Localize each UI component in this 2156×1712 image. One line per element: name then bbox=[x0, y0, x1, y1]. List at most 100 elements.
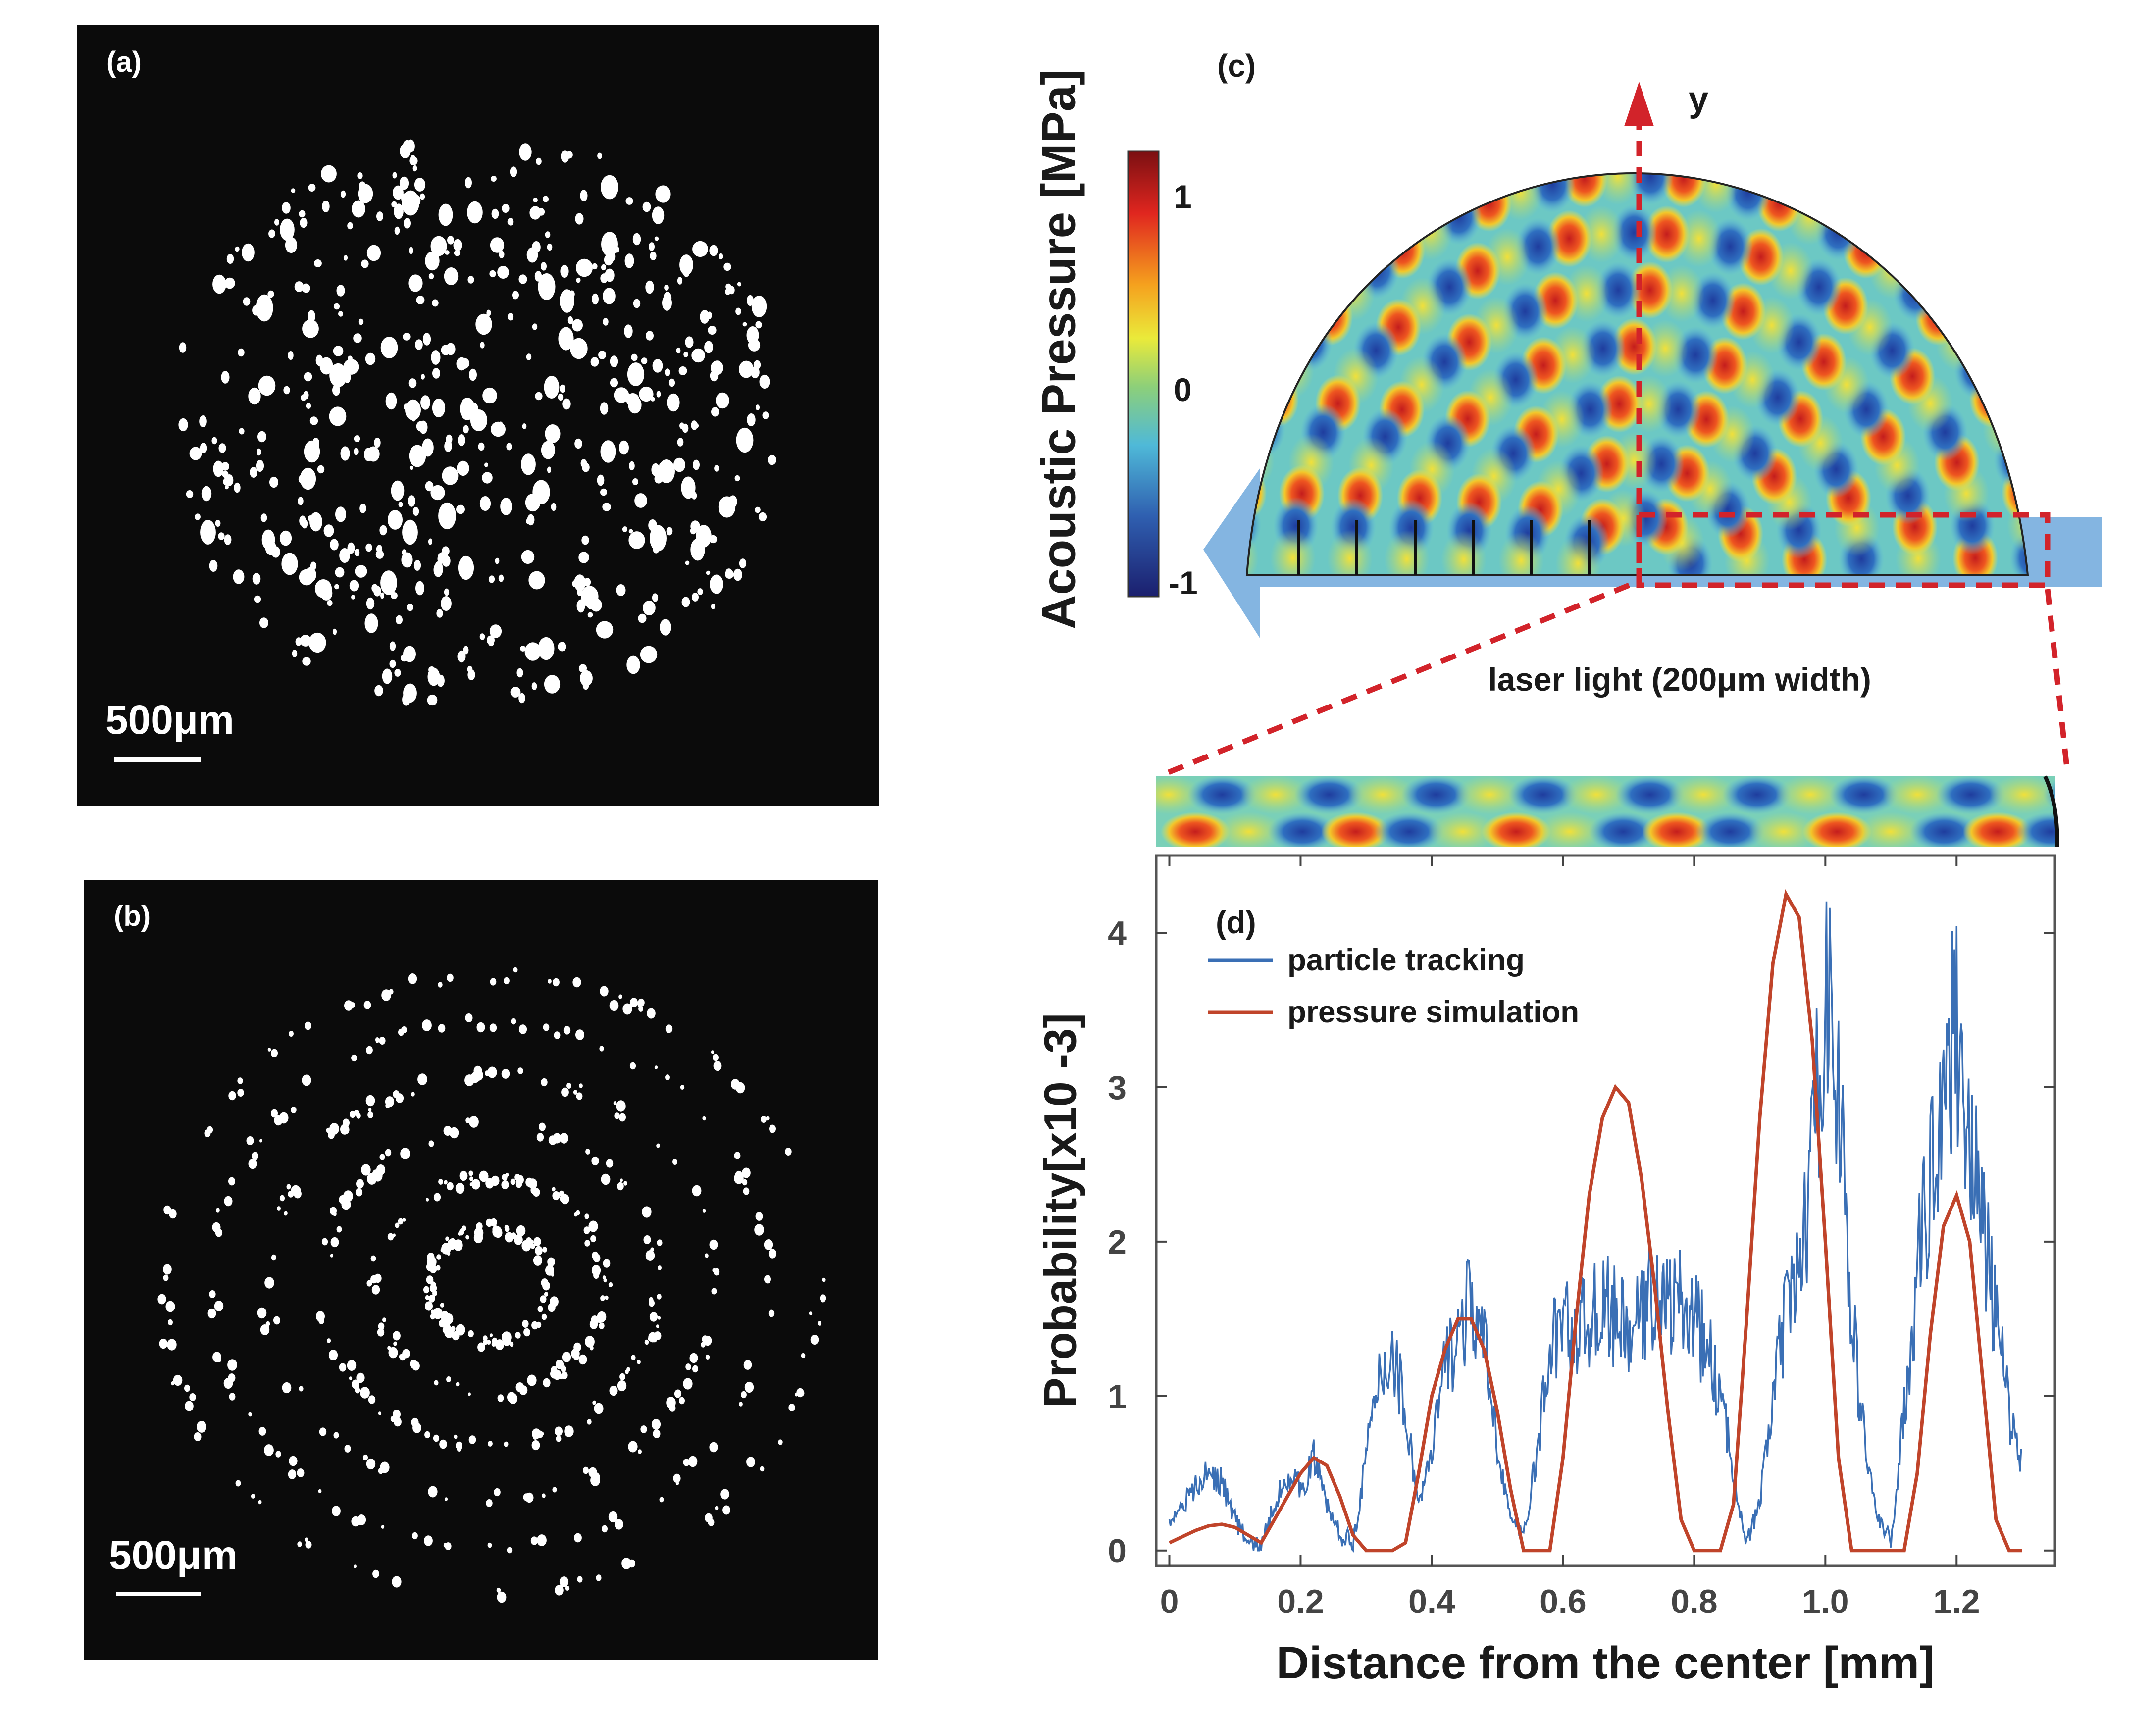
particle bbox=[706, 570, 711, 575]
particle bbox=[309, 416, 318, 425]
particle bbox=[574, 438, 582, 449]
colorbar-tick-neg1: -1 bbox=[1169, 564, 1198, 601]
particle bbox=[621, 1558, 631, 1569]
particle bbox=[542, 1493, 546, 1498]
particle bbox=[512, 291, 519, 300]
particle bbox=[543, 1023, 550, 1031]
x-tick-label: 0.8 bbox=[1671, 1583, 1718, 1620]
y-tick-label: 0 bbox=[1108, 1532, 1127, 1570]
particle bbox=[578, 664, 587, 673]
particle bbox=[490, 237, 505, 253]
particle bbox=[580, 459, 587, 468]
particle bbox=[679, 254, 693, 275]
particle bbox=[419, 420, 428, 434]
particle bbox=[716, 392, 729, 409]
particle bbox=[559, 1576, 569, 1587]
particle bbox=[288, 1191, 294, 1198]
particle bbox=[365, 543, 372, 552]
particle bbox=[683, 1378, 693, 1390]
particle bbox=[603, 288, 616, 304]
particle bbox=[609, 1000, 619, 1011]
particle bbox=[677, 277, 683, 285]
particle bbox=[354, 1564, 357, 1568]
particle bbox=[541, 1313, 547, 1320]
particle bbox=[273, 1316, 280, 1325]
particle bbox=[600, 440, 616, 463]
particle bbox=[577, 1576, 583, 1583]
particle bbox=[308, 310, 315, 323]
particle bbox=[329, 363, 347, 388]
particle bbox=[502, 1332, 510, 1342]
particle bbox=[743, 1360, 752, 1370]
particle bbox=[465, 1013, 473, 1022]
particle bbox=[581, 535, 589, 545]
particle bbox=[392, 1576, 402, 1588]
particle bbox=[527, 1238, 531, 1242]
particle bbox=[544, 1292, 549, 1297]
particle bbox=[600, 1295, 605, 1301]
particle bbox=[710, 574, 723, 594]
particle bbox=[458, 555, 474, 580]
particle bbox=[494, 1176, 499, 1182]
particle bbox=[298, 474, 307, 484]
particle bbox=[683, 269, 690, 277]
particle bbox=[440, 1303, 445, 1308]
particle bbox=[575, 1029, 584, 1040]
particle bbox=[332, 1506, 341, 1516]
particle bbox=[663, 292, 672, 304]
particle bbox=[354, 435, 360, 442]
particle bbox=[654, 474, 663, 484]
particle bbox=[415, 339, 423, 350]
particle bbox=[497, 1394, 504, 1402]
particle bbox=[363, 1001, 371, 1009]
particle bbox=[252, 573, 261, 585]
particle bbox=[619, 394, 625, 401]
panel-label-a: (a) bbox=[106, 46, 142, 78]
particle bbox=[719, 253, 723, 260]
particle bbox=[350, 1002, 355, 1008]
particle bbox=[437, 554, 444, 564]
particle bbox=[428, 273, 434, 280]
particle bbox=[409, 445, 426, 467]
particle bbox=[424, 1431, 430, 1439]
particle bbox=[404, 218, 411, 229]
particle bbox=[305, 567, 316, 583]
particle bbox=[659, 1497, 664, 1503]
particle bbox=[515, 1332, 521, 1339]
particle bbox=[709, 245, 718, 256]
particle bbox=[817, 1321, 822, 1326]
particle bbox=[353, 333, 362, 343]
particle bbox=[447, 236, 454, 245]
particle bbox=[409, 465, 414, 470]
particle bbox=[371, 1285, 380, 1295]
particle bbox=[711, 1288, 717, 1295]
particle bbox=[385, 1149, 392, 1157]
particle bbox=[678, 366, 687, 375]
particle bbox=[562, 398, 571, 410]
particle bbox=[425, 1198, 429, 1202]
particle bbox=[510, 166, 517, 177]
particle bbox=[376, 545, 383, 554]
particle bbox=[468, 1435, 476, 1444]
particle bbox=[300, 635, 311, 647]
particle bbox=[398, 1218, 404, 1225]
particle bbox=[648, 519, 657, 531]
particle bbox=[377, 1328, 385, 1337]
particle bbox=[398, 502, 403, 507]
particle bbox=[601, 1173, 611, 1185]
particle bbox=[539, 1122, 546, 1131]
particle bbox=[233, 569, 245, 584]
particle bbox=[403, 646, 416, 662]
particle bbox=[584, 1213, 589, 1219]
particle bbox=[430, 1313, 436, 1320]
particle bbox=[518, 1024, 527, 1034]
particle bbox=[668, 378, 675, 387]
particle bbox=[723, 262, 731, 271]
particle bbox=[488, 575, 495, 583]
particle bbox=[299, 515, 306, 526]
particle bbox=[639, 386, 654, 402]
particle bbox=[257, 431, 266, 443]
particle bbox=[537, 1534, 547, 1546]
particle bbox=[658, 1265, 662, 1270]
y-axis-label: y bbox=[1689, 80, 1708, 119]
